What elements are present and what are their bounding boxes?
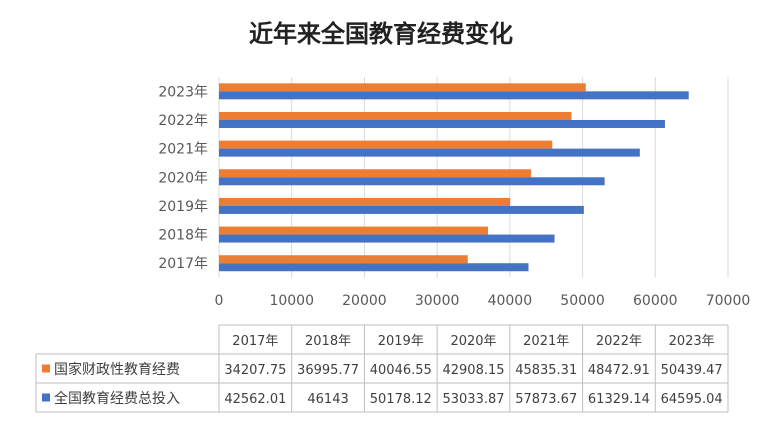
table-value-cell: 40046.55 xyxy=(370,363,432,378)
table-header-cell: 2018年 xyxy=(305,334,351,349)
chart-title: 近年来全国教育经费变化 xyxy=(249,20,513,48)
bar-total-2017年 xyxy=(219,263,529,272)
table-value-cell: 36995.77 xyxy=(297,363,359,378)
table-header-cell: 2021年 xyxy=(523,334,569,349)
table-value-cell: 64595.04 xyxy=(661,392,723,407)
bar-total-2019年 xyxy=(219,205,584,214)
table-header-cell: 2020年 xyxy=(450,334,496,349)
bar-total-2021年 xyxy=(219,148,640,157)
legend-swatch xyxy=(42,364,50,373)
table-value-cell: 50178.12 xyxy=(370,392,432,407)
bar-fiscal-2021年 xyxy=(219,140,553,149)
bar-total-2022年 xyxy=(219,119,665,128)
table-value-cell: 48472.91 xyxy=(588,363,650,378)
legend-label: 国家财政性教育经费 xyxy=(54,361,180,378)
bar-fiscal-2017年 xyxy=(219,255,468,264)
table-value-cell: 50439.47 xyxy=(661,363,723,378)
table-value-cell: 42562.01 xyxy=(224,392,286,407)
x-tick-labels: 0 10000 20000 30000 40000 50000 60000 70000 xyxy=(215,293,751,309)
bar-fiscal-2018年 xyxy=(219,226,489,235)
table-value-cell: 57873.67 xyxy=(515,392,577,407)
bar-total-2020年 xyxy=(219,177,605,186)
category-label: 2022年 xyxy=(158,113,208,129)
x-tick-label: 10000 xyxy=(269,293,314,309)
table-header-cell: 2023年 xyxy=(669,334,715,349)
table-value-cell: 34207.75 xyxy=(224,363,286,378)
table-header-cell: 2022年 xyxy=(596,334,642,349)
x-tick-label: 60000 xyxy=(633,293,678,309)
bar-fiscal-2019年 xyxy=(219,197,511,206)
bar-total-2018年 xyxy=(219,234,555,243)
table-value-cell: 61329.14 xyxy=(588,392,650,407)
table-header-cell: 2017年 xyxy=(232,334,278,349)
data-table: 2017年 2018年 2019年 2020年 2021年 2022年 2023年国家财政性… xyxy=(35,324,729,413)
table-value-cell: 45835.31 xyxy=(515,363,577,378)
category-label: 2018年 xyxy=(158,228,208,244)
category-label: 2019年 xyxy=(158,199,208,215)
bar-fiscal-2023年 xyxy=(219,83,586,92)
table-value-cell: 53033.87 xyxy=(442,392,504,407)
x-tick-label: 50000 xyxy=(560,293,605,309)
table-value-cell: 42908.15 xyxy=(442,363,504,378)
x-tick-label: 40000 xyxy=(488,293,533,309)
x-tick-label: 30000 xyxy=(415,293,460,309)
bar-fiscal-2020年 xyxy=(219,169,532,178)
category-labels: 2017年 2018年 2019年 2020年 2021年 2022年 2023年 xyxy=(158,84,208,272)
category-label: 2017年 xyxy=(158,256,208,272)
category-label: 2020年 xyxy=(158,170,208,186)
legend-swatch xyxy=(42,393,50,402)
x-tick-label: 70000 xyxy=(706,293,751,309)
category-label: 2021年 xyxy=(158,142,208,158)
bar-total-2023年 xyxy=(219,91,689,100)
table-header-cell: 2019年 xyxy=(378,334,424,349)
legend-label: 全国教育经费总投入 xyxy=(54,390,180,407)
x-tick-label: 20000 xyxy=(342,293,387,309)
table-value-cell: 46143 xyxy=(307,392,348,407)
bar-fiscal-2022年 xyxy=(219,111,572,120)
x-tick-label: 0 xyxy=(215,293,224,309)
category-label: 2023年 xyxy=(158,84,208,100)
bars xyxy=(219,83,689,272)
